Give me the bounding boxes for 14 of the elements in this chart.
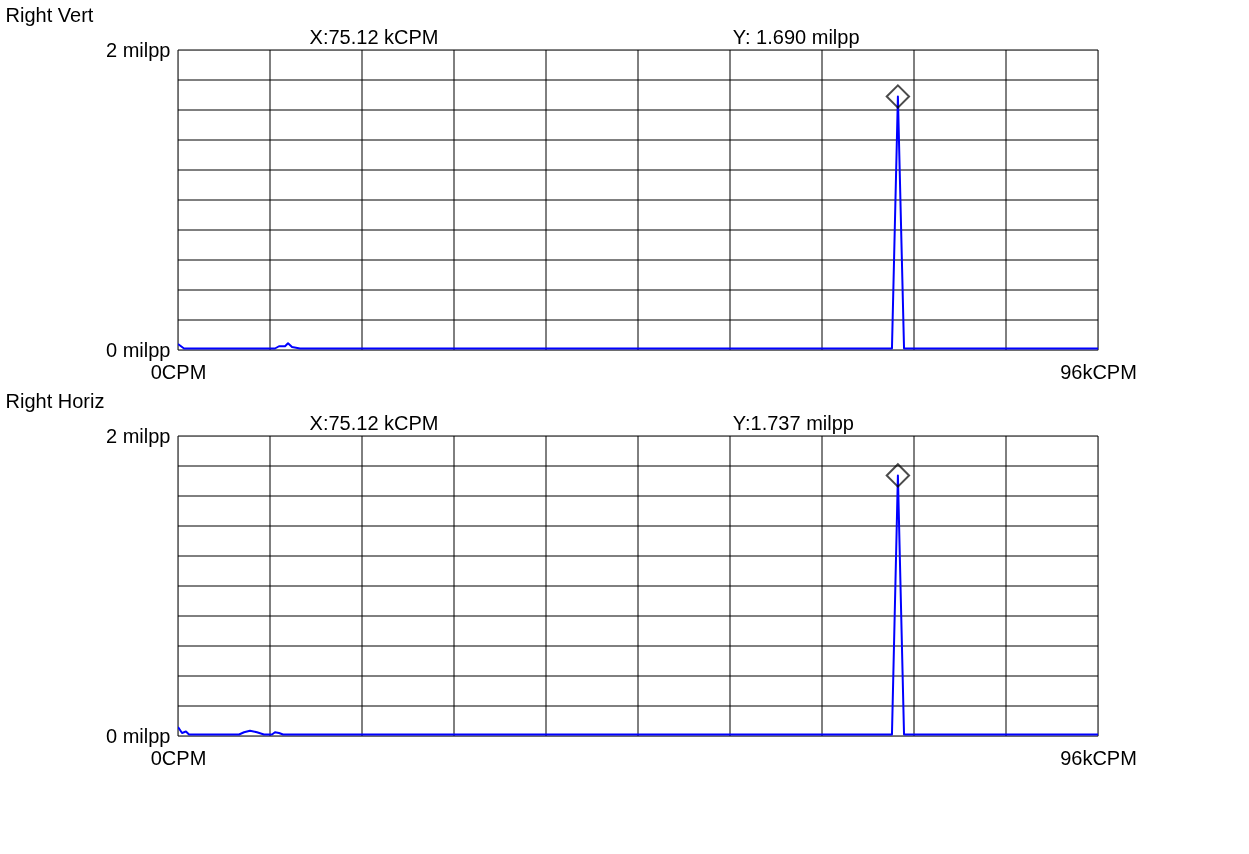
x-tick-label: 96kCPM <box>1060 746 1137 769</box>
y-tick-label: 0 milpp <box>106 724 171 747</box>
y-tick-label: 2 milpp <box>106 424 171 447</box>
chart-title: Right Vert <box>5 4 94 26</box>
text: Y:1.737 milpp <box>732 412 854 434</box>
text: X:75.12 kCPM <box>309 412 439 434</box>
text: Y: 1.690 milpp <box>732 26 860 48</box>
y-tick-label: 0 milpp <box>106 338 171 361</box>
chart-title: Right Horiz <box>5 390 105 412</box>
x-tick-label: 0CPM <box>150 746 207 769</box>
text: X:75.12 kCPM <box>309 26 439 48</box>
x-tick-label: 0CPM <box>150 360 207 383</box>
x-tick-label: 96kCPM <box>1060 360 1137 383</box>
y-tick-label: 2 milpp <box>106 38 171 61</box>
